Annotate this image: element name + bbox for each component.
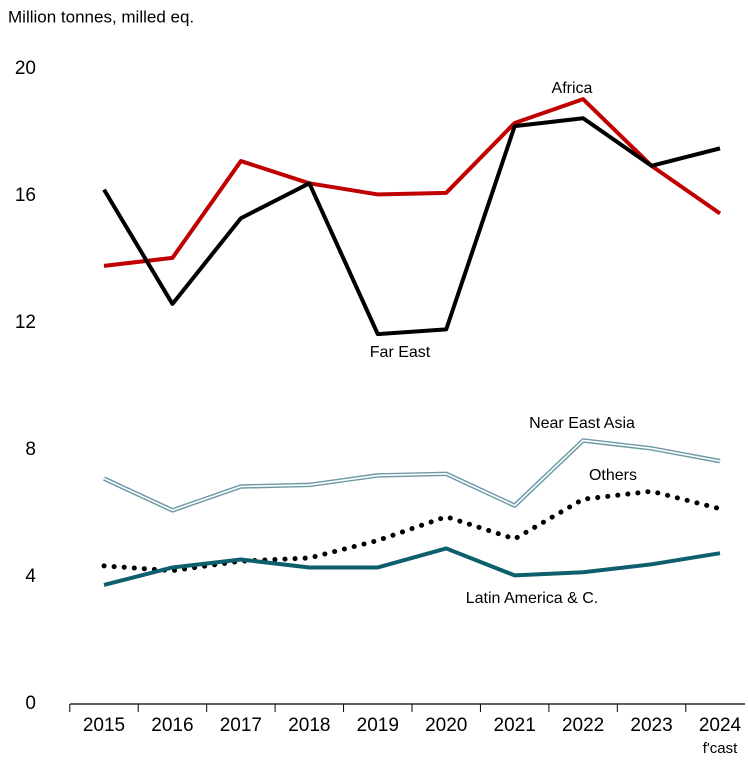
series-label: Latin America & C. <box>466 590 599 607</box>
x-tick-label: 2018 <box>288 715 330 736</box>
x-tick-label: 2019 <box>357 715 399 736</box>
x-tick-label: 2016 <box>151 715 193 736</box>
x-tick-note: f'cast <box>703 740 738 757</box>
series-label: Near East Asia <box>529 415 635 432</box>
y-tick-label: 8 <box>25 439 36 460</box>
x-tick-label: 2020 <box>425 715 467 736</box>
y-tick-label: 16 <box>15 185 36 206</box>
x-tick-label: 2022 <box>562 715 604 736</box>
y-axis-label: Million tonnes, milled eq. <box>8 7 194 26</box>
y-tick-label: 0 <box>25 693 36 714</box>
x-tick-label: 2015 <box>83 715 125 736</box>
x-tick-label: 2023 <box>630 715 672 736</box>
series-label: Others <box>589 467 637 484</box>
y-tick-label: 4 <box>25 566 36 587</box>
x-tick-label: 2017 <box>220 715 262 736</box>
y-tick-label: 20 <box>15 58 36 79</box>
x-tick-label: 2024 <box>699 715 742 736</box>
series-line-inner <box>103 439 721 512</box>
y-tick-label: 12 <box>15 312 36 333</box>
series-label: Far East <box>370 344 431 361</box>
x-tick-label: 2021 <box>494 715 536 736</box>
series-line <box>103 546 721 587</box>
series-line <box>103 97 722 268</box>
series-label: Africa <box>552 80 593 97</box>
series-line <box>101 488 723 574</box>
series-line <box>102 116 721 337</box>
